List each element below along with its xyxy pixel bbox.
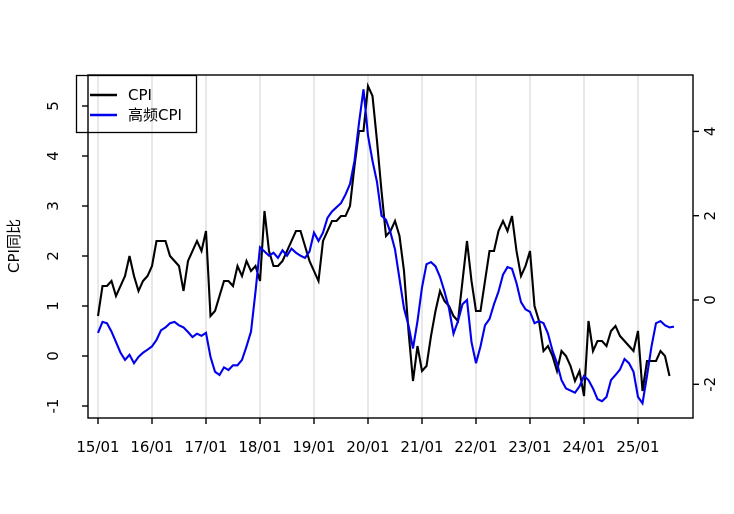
x-tick-label: 15/01 (76, 438, 119, 456)
x-tick-label: 18/01 (238, 438, 281, 456)
x-tick-label: 23/01 (508, 438, 551, 456)
y-tick-label-left: 1 (44, 301, 62, 311)
y-tick-label-right: 2 (701, 211, 719, 221)
x-tick-label: 24/01 (562, 438, 605, 456)
x-tick-label: 16/01 (130, 438, 173, 456)
hf-cpi-line (97, 89, 675, 407)
y-tick-label-right: 4 (701, 127, 719, 137)
cpi-line (96, 81, 671, 397)
x-tick-label: 22/01 (454, 438, 497, 456)
x-tick-label: 20/01 (346, 438, 389, 456)
legend-box (75, 74, 198, 134)
legend: CPI 高频CPI (75, 74, 198, 134)
y-tick-label-left: 3 (44, 201, 62, 211)
x-tick-label: 19/01 (292, 438, 335, 456)
x-tick-label: 17/01 (184, 438, 227, 456)
x-tick-label: 21/01 (400, 438, 443, 456)
axes: 15/01 16/01 17/01 18/01 19/01 20/01 21/01 22/01… (44, 101, 719, 456)
y-tick-label-left: -1 (44, 399, 62, 414)
y-tick-label-left: 4 (44, 151, 62, 161)
y-tick-label-left: 0 (44, 351, 62, 361)
y-tick-label-right: 0 (701, 295, 719, 305)
y-tick-label-right: -2 (701, 377, 719, 392)
series-lines (96, 81, 675, 407)
legend-label-cpi: CPI (128, 86, 152, 104)
x-tick-label: 25/01 (616, 438, 659, 456)
legend-label-hf-cpi: 高频CPI (128, 106, 182, 124)
y-axis-title: CPI同比 (5, 219, 23, 273)
y-tick-label-left: 5 (44, 101, 62, 111)
plot-box (87, 74, 694, 419)
y-tick-label-left: 2 (44, 251, 62, 261)
